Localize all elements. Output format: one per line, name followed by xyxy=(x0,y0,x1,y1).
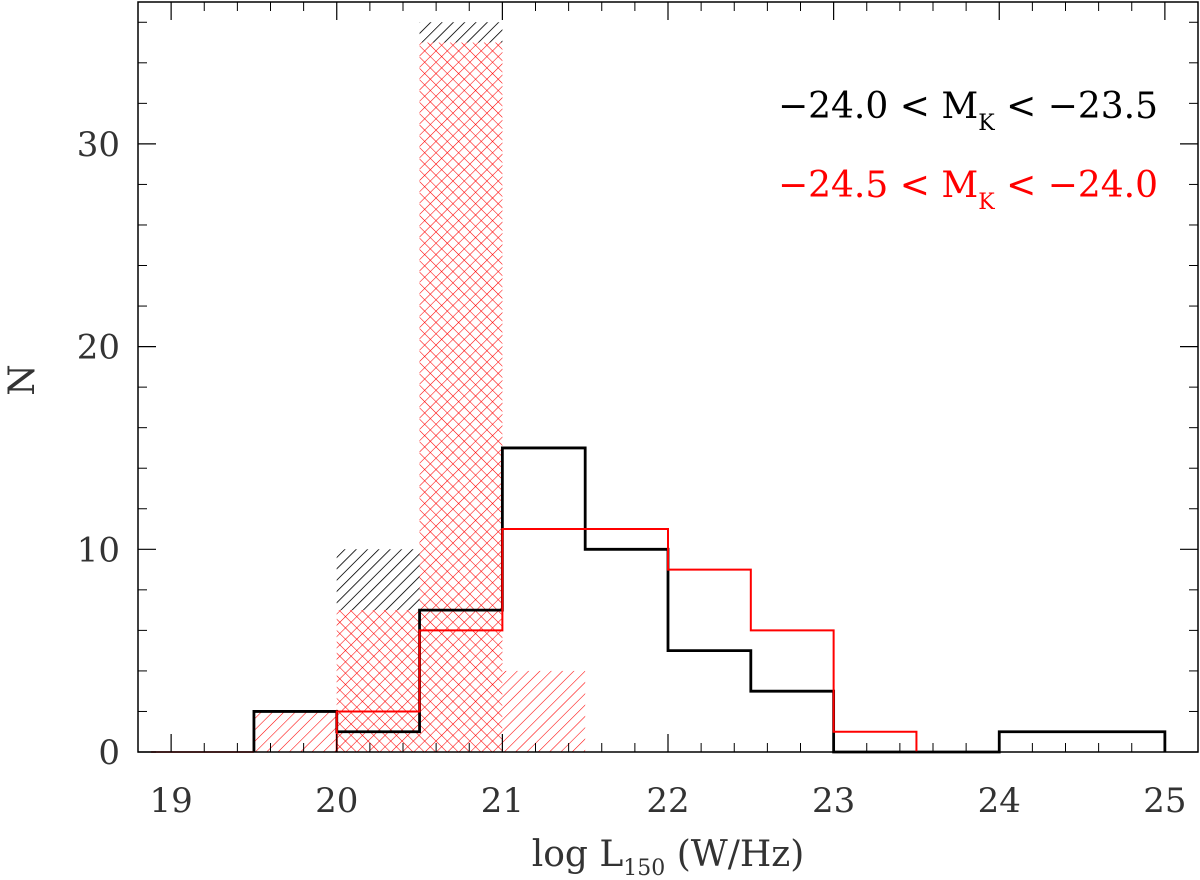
hatched-bar-red-1 xyxy=(253,711,337,752)
histogram-lines-layer xyxy=(151,446,1167,754)
hatched-bar-black-top-3 xyxy=(419,22,503,43)
legend: −24.0 < MK < −23.5 −24.5 < MK < −24.0 xyxy=(778,86,1158,215)
x-tick-label: 23 xyxy=(812,781,855,821)
x-tick-label: 24 xyxy=(978,781,1021,821)
legend-entry-red-pre: −24.5 < M xyxy=(778,165,978,206)
tick-marks xyxy=(138,2,1198,753)
x-tick-label: 20 xyxy=(315,781,358,821)
y-tick-label: 20 xyxy=(77,328,120,368)
legend-entry-black-post: < −23.5 xyxy=(995,86,1158,127)
hatched-bars-layer xyxy=(253,22,586,753)
y-tick-label: 0 xyxy=(98,733,120,773)
x-tick-label: 19 xyxy=(149,781,192,821)
y-tick-label: 30 xyxy=(77,125,120,165)
x-axis-title-sub: 150 xyxy=(623,856,665,880)
legend-entry-black: −24.0 < MK < −23.5 xyxy=(778,86,1158,136)
hatched-bar-red-cross-3 xyxy=(419,42,503,753)
legend-entry-black-pre: −24.0 < M xyxy=(778,86,978,127)
hatched-bar-red-cross-2 xyxy=(336,610,420,752)
hatched-bar-red-4 xyxy=(502,670,586,752)
x-tick-label: 21 xyxy=(481,781,524,821)
x-tick-label: 25 xyxy=(1143,781,1186,821)
y-axis-title: N xyxy=(2,364,43,396)
legend-entry-red: −24.5 < MK < −24.0 xyxy=(778,165,1158,215)
legend-entry-black-sub: K xyxy=(978,111,995,136)
legend-entry-red-post: < −24.0 xyxy=(995,165,1158,206)
y-tick-label: 10 xyxy=(77,530,120,570)
x-axis-title-tail: (W/Hz) xyxy=(665,834,804,875)
legend-entry-red-sub: K xyxy=(978,190,995,215)
hatched-bar-black-top-2 xyxy=(336,549,420,611)
histogram-line-red xyxy=(335,528,918,752)
x-tick-label: 22 xyxy=(646,781,689,821)
x-axis-title-main: log L xyxy=(532,834,624,875)
tick-labels: 19 20 21 22 23 24 25 0 10 20 30 xyxy=(77,125,1187,821)
x-axis-title: log L150 (W/Hz) xyxy=(532,834,805,880)
